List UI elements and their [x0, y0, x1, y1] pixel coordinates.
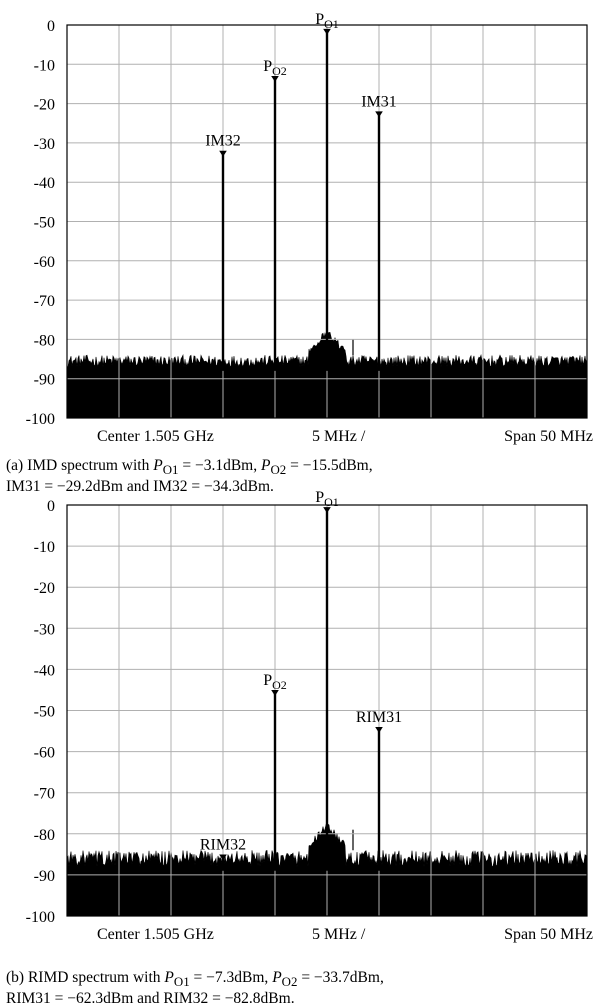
y-tick-label-10: -100 [26, 411, 55, 428]
y-tick-label-10: -100 [26, 909, 55, 926]
caption-b-p2-var: P [272, 969, 282, 986]
y-tick-label-0: 0 [47, 18, 55, 35]
caption-a-p1-var: P [153, 457, 163, 474]
y-tick-label-1: -10 [34, 57, 55, 74]
caption-a-p1-val: = −3.1dBm, [178, 457, 261, 474]
marker-triangle-im32 [219, 150, 227, 157]
caption-b-p2-sub: O2 [281, 974, 298, 990]
caption-b-prefix: (b) RIMD spectrum with [6, 969, 165, 986]
imd-spectrum-chart: 0 -10 -20 -30 -40 -50 -60 -70 -80 -90 -100 Center 1… [26, 11, 593, 445]
y-tick-label-5: -50 [34, 215, 55, 232]
y-tick-label-2: -20 [34, 97, 55, 114]
caption-a-p2-val: = −15.5dBm, [286, 457, 373, 474]
y-tick-label-3: -30 [34, 136, 55, 153]
marker-triangle-im31 [375, 111, 383, 118]
plot-frame [66, 24, 588, 419]
caption-a-line2: IM31 = −29.2dBm and IM32 = −34.3dBm. [6, 478, 274, 496]
marker-label-im31: IM31 [361, 93, 397, 110]
marker-triangle-po1 [323, 28, 331, 35]
scale-label: 5 MHz / [312, 926, 366, 943]
span-label: Span 50 MHz [504, 428, 593, 445]
scale-label: 5 MHz / [312, 428, 366, 445]
caption-a: (a) IMD spectrum with PO1 = −3.1dBm, PO2… [6, 457, 596, 495]
caption-a-p2-sub: O2 [270, 462, 287, 478]
chart-panel-a: 0 -10 -20 -30 -40 -50 -60 -70 -80 -90 -100 Center 1… [0, 0, 601, 495]
marker-triangle-rim31 [375, 727, 383, 734]
marker-label-rim31: RIM31 [356, 709, 402, 726]
caption-b: (b) RIMD spectrum with PO1 = −7.3dBm, PO… [6, 969, 596, 1007]
y-tick-label-2: -20 [34, 580, 55, 597]
marker-label-po1: PO1 [315, 11, 339, 31]
caption-a-p1-sub: O1 [162, 462, 179, 478]
caption-b-line2: RIM31 = −62.3dBm and RIM32 = −82.8dBm. [6, 990, 295, 1007]
y-tick-label-3: -30 [34, 621, 55, 638]
marker-triangle-rim32 [219, 854, 227, 861]
caption-b-p1-sub: O1 [173, 974, 190, 990]
caption-b-p1-var: P [164, 969, 174, 986]
center-freq-label: Center 1.505 GHz [97, 926, 214, 943]
marker-triangle-po1 [323, 507, 331, 514]
y-tick-label-7: -70 [34, 293, 55, 310]
marker-triangle-po2 [271, 76, 279, 83]
y-tick-label-9: -90 [34, 372, 55, 389]
y-tick-label-6: -60 [34, 254, 55, 271]
marker-label-im32: IM32 [205, 133, 241, 150]
y-tick-label-8: -80 [34, 827, 55, 844]
plot-frame [66, 504, 588, 917]
caption-a-prefix: (a) IMD spectrum with [6, 457, 154, 474]
y-tick-label-5: -50 [34, 704, 55, 721]
rimd-spectrum-chart: 0 -10 -20 -30 -40 -50 -60 -70 -80 -90 -100 Center 1… [26, 489, 593, 943]
caption-b-p2-val: = −33.7dBm, [297, 969, 384, 986]
marker-label-po2: PO2 [263, 58, 287, 78]
marker-label-po1: PO1 [315, 489, 339, 509]
marker-label-po2: PO2 [263, 672, 287, 692]
y-tick-label-4: -40 [34, 662, 55, 679]
y-tick-label-1: -10 [34, 539, 55, 556]
y-tick-label-0: 0 [47, 498, 55, 515]
y-tick-label-4: -40 [34, 175, 55, 192]
y-tick-label-8: -80 [34, 332, 55, 349]
span-label: Span 50 MHz [504, 926, 593, 943]
y-tick-label-6: -60 [34, 745, 55, 762]
caption-a-p2-var: P [260, 457, 271, 474]
y-tick-label-7: -70 [34, 786, 55, 803]
chart-panel-b: 0 -10 -20 -30 -40 -50 -60 -70 -80 -90 -100 Center 1… [0, 489, 601, 1007]
center-freq-label: Center 1.505 GHz [97, 428, 214, 445]
y-tick-label-9: -90 [34, 868, 55, 885]
marker-label-rim32: RIM32 [200, 836, 246, 853]
marker-triangle-po2 [271, 690, 279, 697]
caption-b-p1-val: = −7.3dBm, [189, 969, 273, 986]
